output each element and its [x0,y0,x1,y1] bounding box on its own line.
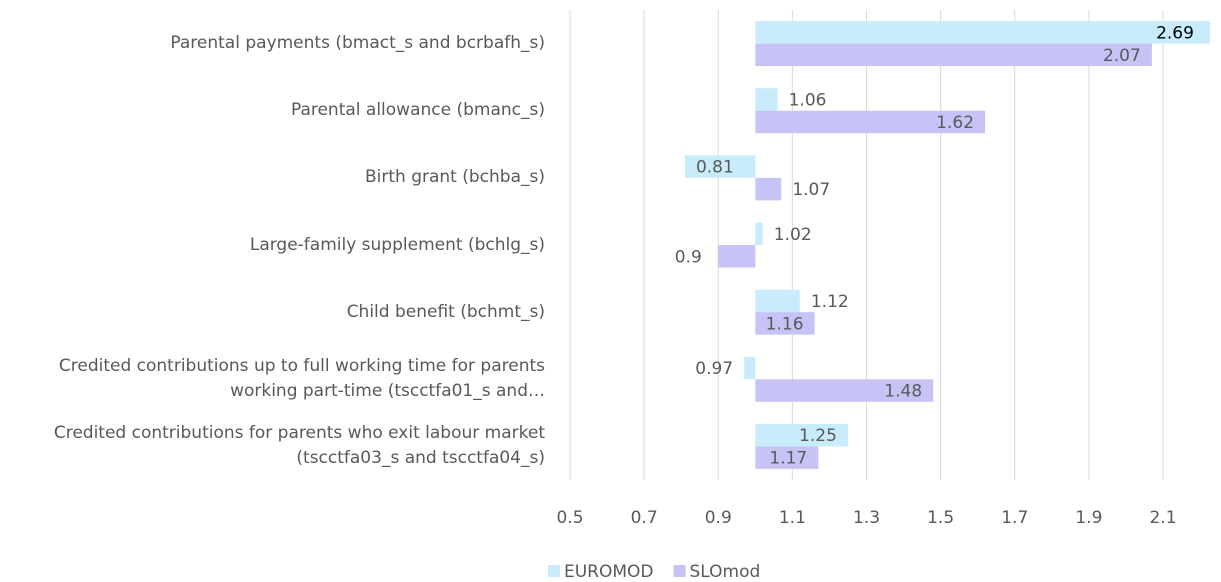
bar [755,379,934,402]
data-label: 1.07 [792,180,830,200]
x-tick-label: 2.1 [1149,508,1176,528]
legend-swatch [548,565,560,577]
y-tick-label: Parental payments (bmact_s and bcrbafh_s… [170,33,545,54]
y-tick-label: Credited contributions for parents who e… [53,423,545,469]
data-label: 1.02 [774,225,812,245]
bar [718,245,756,268]
bar [755,88,778,111]
data-label: 2.69 [1156,23,1194,43]
legend-label: EUROMOD [564,562,654,582]
bar [755,312,815,335]
x-tick-label: 1.1 [779,508,806,528]
x-tick-label: 0.9 [705,508,732,528]
bar [684,155,756,178]
data-label: 2.07 [1103,46,1141,66]
y-tick-label: Child benefit (bchmt_s) [346,301,545,322]
bar [755,222,763,245]
bar [755,289,800,313]
x-tick-label: 1.7 [1001,508,1028,528]
x-tick-label: 0.5 [556,508,583,528]
y-tick-label: Parental allowance (bmanc_s) [290,100,545,121]
bar [755,43,1152,67]
bar [755,110,986,134]
x-tick-label: 0.7 [631,508,658,528]
x-tick-label: 1.5 [927,508,954,528]
bar [755,177,782,201]
data-label: 0.97 [695,359,733,379]
x-tick-label: 1.9 [1075,508,1102,528]
bar [755,21,1210,44]
legend-label: SLOmod [690,562,761,582]
legend-swatch [673,565,686,577]
y-tick-label: Birth grant (bchba_s) [364,167,545,188]
data-label: 1.12 [811,292,849,312]
data-label: 1.16 [766,314,804,334]
data-label: 1.62 [936,113,974,133]
data-label: 0.81 [696,158,734,178]
bar [755,446,819,469]
y-tick-label: Credited contributions up to full workin… [58,356,545,402]
x-tick-label: 1.3 [853,508,880,528]
data-label: 1.25 [799,426,837,446]
data-label: 0.9 [675,247,702,267]
bar [744,356,756,380]
bar [755,423,848,447]
data-label: 1.48 [884,382,922,402]
data-label: 1.06 [789,90,827,110]
data-label: 1.17 [769,449,807,469]
y-tick-label: Large-family supplement (bchlg_s) [249,234,545,255]
